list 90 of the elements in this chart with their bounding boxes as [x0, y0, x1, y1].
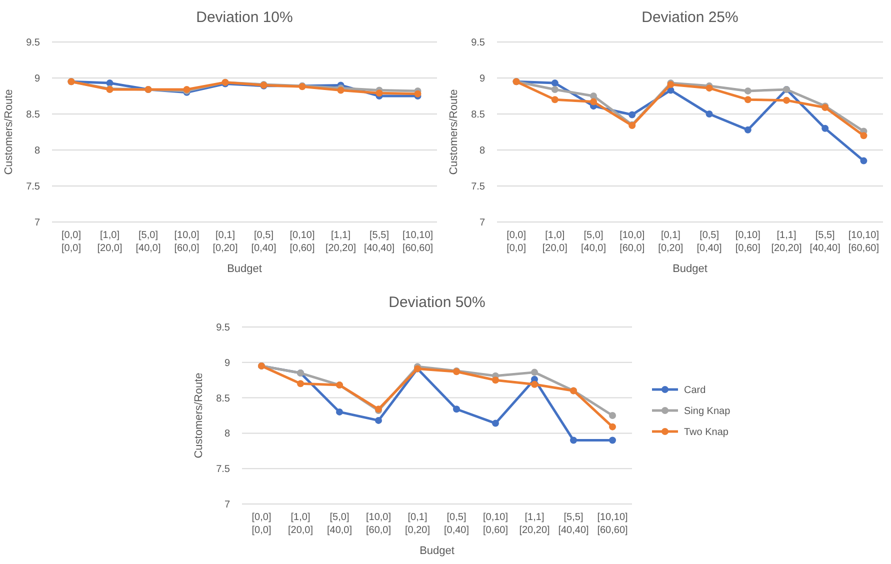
x-tick-label: [5,0] [40,0] — [580, 230, 606, 254]
point — [531, 368, 538, 376]
chart-title: Deviation 25% — [642, 9, 738, 26]
x-tick-label: [10,10] [60,60] — [402, 230, 434, 254]
x-tick-label: [10,0] [60,0] — [366, 512, 392, 536]
x-tick-label: [5,5] [40,40] — [558, 512, 590, 536]
y-tick-label: 8.5 — [216, 393, 230, 404]
point — [744, 96, 752, 104]
x-tick-label: [0,10] [0,60] — [735, 230, 761, 254]
point — [551, 80, 558, 87]
point — [744, 87, 752, 94]
chart-title: Deviation 50% — [388, 294, 486, 311]
point — [376, 90, 383, 97]
x-tick-label: [0,1] [0,20] — [404, 512, 430, 536]
point — [336, 408, 343, 416]
x-tick-label: [5,5] [40,40] — [364, 230, 395, 254]
y-tick-label: 7 — [34, 218, 40, 228]
y-tick-label: 9 — [479, 74, 486, 84]
y-tick-label: 8 — [479, 146, 486, 156]
x-tick-label: [0,0] [0,0] — [506, 230, 526, 254]
point — [492, 420, 499, 427]
x-tick-label: [0,10] [0,60] — [290, 230, 315, 254]
point — [531, 380, 538, 388]
x-tick-label: [5,0] [40,0] — [136, 230, 161, 254]
y-tick-label: 8 — [224, 428, 230, 440]
x-tick-label: [0,5] [0,40] — [251, 230, 276, 254]
point — [570, 436, 577, 444]
x-axis-title: Budget — [672, 263, 708, 275]
x-tick-label: [5,0] [40,0] — [326, 512, 352, 536]
x-tick-label: [0,0] [0,0] — [252, 512, 272, 536]
y-tick-label: 9 — [34, 74, 40, 84]
x-axis-title: Budget — [227, 263, 262, 275]
x-tick-label: [1,0] [20,0] — [97, 230, 122, 254]
y-tick-label: 9.5 — [26, 38, 40, 48]
x-tick-label: [0,10] [0,60] — [482, 512, 508, 536]
y-tick-label: 7 — [224, 500, 230, 510]
x-tick-label: [5,5] [40,40] — [810, 230, 841, 254]
point — [590, 92, 597, 100]
x-tick-label: [10,10] [60,60] — [848, 230, 880, 254]
y-axis-title: Customers/Route — [448, 89, 460, 175]
x-tick-label: [10,10] [60,60] — [597, 512, 628, 536]
chart-title: Deviation 10% — [196, 9, 293, 26]
x-tick-label: [0,0] [0,0] — [62, 230, 82, 254]
x-tick-label: [0,1] [0,20] — [212, 230, 238, 254]
y-tick-label: 8.5 — [471, 110, 486, 120]
y-tick-label: 9.5 — [471, 38, 486, 48]
point — [590, 98, 597, 106]
point — [609, 436, 616, 444]
x-tick-label: [1,0] [20,0] — [288, 512, 314, 536]
point — [706, 110, 713, 118]
point — [609, 423, 616, 430]
legend-label: Card — [684, 385, 706, 396]
x-tick-label: [0,5] [0,40] — [444, 512, 470, 536]
legend-label: Sing Knap — [684, 406, 731, 417]
y-tick-label: 8 — [34, 146, 40, 156]
y-axis-title: Customers/Route — [193, 372, 205, 458]
point — [609, 412, 616, 419]
point — [783, 96, 790, 104]
x-axis-title: Budget — [420, 545, 454, 557]
point — [453, 406, 460, 413]
y-tick-label: 9 — [224, 358, 230, 369]
point — [492, 376, 499, 384]
y-tick-label: 7.5 — [471, 182, 486, 192]
x-tick-label: [1,1] [20,20] — [519, 512, 550, 536]
x-tick-label: [0,5] [0,40] — [696, 230, 722, 254]
point — [297, 380, 304, 388]
x-tick-label: [10,0] [60,0] — [620, 230, 645, 254]
legend-label: Two Knap — [684, 427, 729, 438]
point — [822, 124, 829, 132]
point — [551, 86, 558, 94]
point — [414, 90, 422, 98]
x-tick-label: [10,0] [60,0] — [174, 230, 200, 254]
point — [744, 126, 752, 134]
y-tick-label: 7 — [479, 218, 486, 228]
point — [628, 111, 636, 118]
x-tick-label: [1,1] [20,20] — [771, 230, 802, 254]
x-tick-label: [1,1] [20,20] — [325, 230, 356, 254]
x-tick-label: [1,0] [20,0] — [542, 230, 568, 254]
point — [860, 132, 868, 140]
point — [375, 416, 382, 424]
y-tick-label: 7.5 — [216, 464, 230, 476]
point — [106, 80, 114, 87]
point — [551, 96, 558, 104]
y-axis-title: Customers/Route — [3, 89, 15, 175]
x-tick-label: [0,1] [0,20] — [658, 230, 684, 254]
y-tick-label: 8.5 — [26, 110, 40, 120]
point — [860, 157, 868, 164]
point — [706, 84, 713, 92]
y-tick-label: 7.5 — [26, 182, 40, 192]
y-tick-label: 9.5 — [216, 322, 230, 334]
